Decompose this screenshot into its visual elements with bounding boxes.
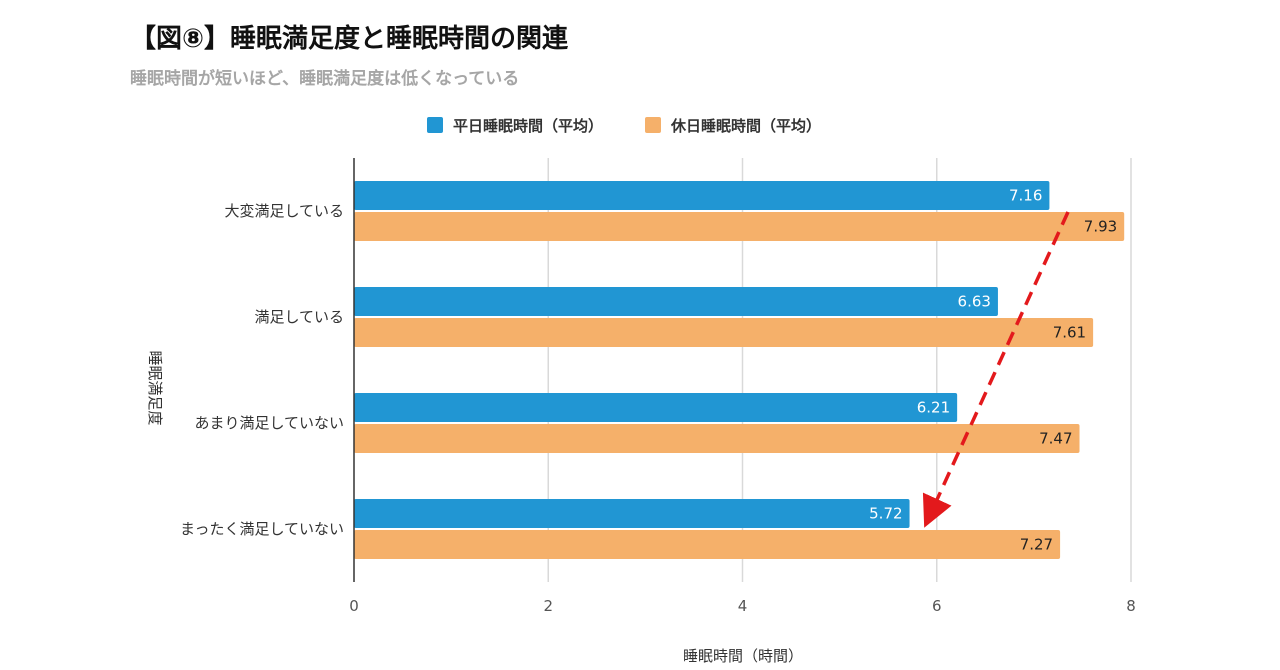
x-tick-label: 4 [738,597,748,615]
data-label: 6.63 [958,293,991,311]
x-tick-label: 2 [543,597,553,615]
bar-weekday [354,393,958,422]
data-label: 7.61 [1053,324,1086,342]
chart-subtitle: 睡眠時間が短いほど、睡眠満足度は低くなっている [130,69,520,89]
data-label: 6.21 [917,399,950,417]
x-tick-label: 6 [932,597,942,615]
bar-holiday [354,212,1125,241]
x-tick-labels: 0 2 4 6 8 [349,597,1136,615]
y-axis-label: 睡眠満足度 [146,350,164,425]
data-label: 7.16 [1009,187,1042,205]
bar-weekday [354,287,998,316]
legend: 平日睡眠時間（平均） 休日睡眠時間（平均） [427,117,821,135]
bar-holiday [354,530,1061,559]
bar-weekday [354,499,910,528]
legend-label-holiday: 休日睡眠時間（平均） [670,117,821,135]
legend-swatch-holiday [645,117,661,133]
x-tick-label: 0 [349,597,359,615]
trend-arrow [922,211,1070,528]
bar-holiday [354,318,1094,347]
data-label: 5.72 [869,505,902,523]
bar-weekday [354,181,1050,210]
legend-swatch-weekday [427,117,443,133]
chart-title: 【図⑧】睡眠満足度と睡眠時間の関連 [130,24,569,54]
x-axis-label: 睡眠時間（時間） [683,647,803,665]
x-tick-label: 8 [1126,597,1136,615]
category-label: あまり満足していない [194,414,344,432]
legend-label-weekday: 平日睡眠時間（平均） [453,117,603,135]
category-label: 満足している [254,308,344,326]
bars: 7.16 7.93 6.63 7.61 6.21 7.47 5.72 7.27 [354,181,1125,559]
data-label: 7.93 [1084,218,1117,236]
data-label: 7.47 [1039,430,1072,448]
bar-holiday [354,424,1080,453]
category-label: 大変満足している [224,202,344,220]
data-label: 7.27 [1020,536,1053,554]
category-label: まったく満足していない [180,520,344,538]
